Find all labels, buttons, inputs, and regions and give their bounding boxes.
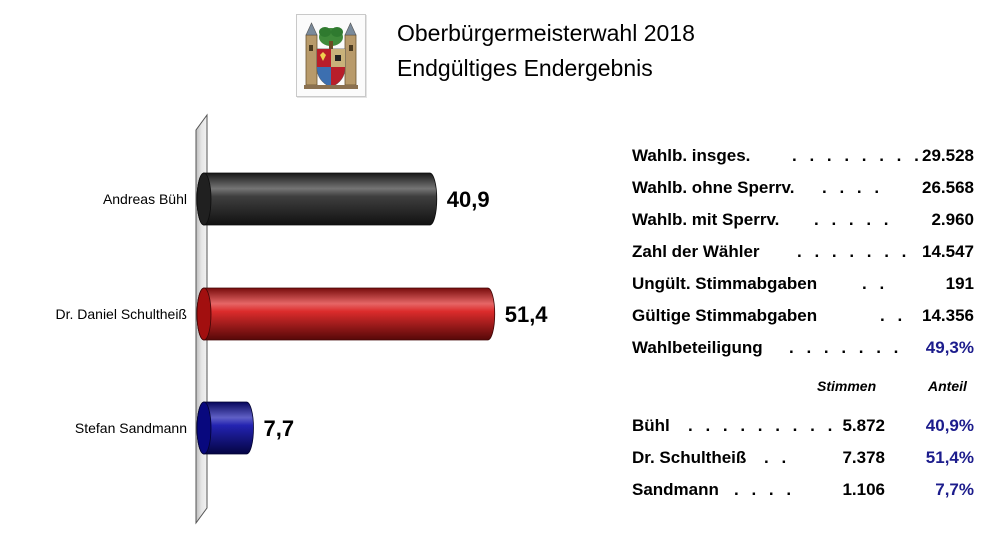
result-dots: . . . . bbox=[734, 480, 796, 499]
candidate-name: Dr. Schultheiß bbox=[632, 448, 747, 467]
statistics-table: Wahlb. insges.. . . . . . . . 29.528 Wahlb… bbox=[632, 145, 977, 369]
stat-dots: . . . . . bbox=[814, 210, 893, 229]
bar-3 bbox=[196, 401, 254, 455]
stat-value: 14.547 bbox=[922, 242, 974, 261]
stat-label: Ungült. Stimmabgaben bbox=[632, 274, 818, 293]
category-label: Stefan Sandmann bbox=[75, 420, 187, 436]
candidate-share: 40,9% bbox=[925, 416, 974, 435]
bar-end-cap bbox=[196, 172, 212, 226]
stat-dots: . . . . . . . . bbox=[792, 146, 923, 165]
result-row: Dr. Schultheiß . . 7.378 51,4% bbox=[632, 447, 977, 479]
stat-row: Ungült. Stimmabgaben . . 191 bbox=[632, 273, 977, 305]
candidate-name: Bühl bbox=[632, 416, 670, 435]
stat-label: Zahl der Wähler bbox=[632, 242, 760, 261]
coat-of-arms-icon bbox=[304, 22, 358, 89]
result-dots: . . bbox=[764, 448, 791, 467]
stat-value: 14.356 bbox=[922, 306, 974, 325]
stat-row: Gültige Stimmabgaben . . 14.356 bbox=[632, 305, 977, 337]
stat-value: 26.568 bbox=[922, 178, 974, 197]
stat-dots: . . bbox=[880, 306, 907, 325]
coat-of-arms-logo bbox=[296, 14, 366, 97]
value-label: 40,9 bbox=[447, 187, 490, 212]
chart-subtitle: Endgültiges Endergebnis bbox=[397, 55, 653, 81]
bar-2 bbox=[196, 287, 496, 341]
stat-row: Wahlb. mit Sperrv. . . . . . 2.960 bbox=[632, 209, 977, 241]
results-table: Bühl . . . . . . . . . 5.872 40,9% Dr. Schul… bbox=[632, 415, 977, 511]
bar-chart: Andreas Bühl 40,9 Dr. Daniel Schultheiß 51,… bbox=[55, 113, 549, 525]
result-row: Bühl . . . . . . . . . 5.872 40,9% bbox=[632, 415, 977, 447]
value-label: 51,4 bbox=[505, 302, 549, 327]
bar-1 bbox=[196, 172, 438, 226]
bar-end-cap bbox=[196, 287, 212, 341]
bar-body bbox=[196, 172, 438, 226]
stat-label: Wahlb. ohne Sperrv. bbox=[632, 178, 795, 197]
column-header-votes: Stimmen bbox=[817, 378, 877, 394]
candidate-share: 7,7% bbox=[935, 480, 974, 499]
stat-label: Wahlb. mit Sperrv. bbox=[632, 210, 780, 229]
stat-dots: . . . . . . . bbox=[797, 242, 911, 261]
stat-dots: . . . . bbox=[822, 178, 884, 197]
result-row: Sandmann . . . . 1.106 7,7% bbox=[632, 479, 977, 511]
chart-title: Oberbürgermeisterwahl 2018 bbox=[397, 20, 695, 46]
stat-value: 2.960 bbox=[931, 210, 974, 229]
candidate-votes: 5.872 bbox=[842, 416, 885, 435]
candidate-share: 51,4% bbox=[925, 448, 974, 467]
stat-label: Gültige Stimmabgaben bbox=[632, 306, 818, 325]
stat-value: 49,3% bbox=[925, 338, 974, 357]
category-label: Andreas Bühl bbox=[103, 191, 187, 207]
candidate-votes: 1.106 bbox=[842, 480, 885, 499]
stat-row: Wahlb. ohne Sperrv. . . . . 26.568 bbox=[632, 177, 977, 209]
candidate-votes: 7.378 bbox=[842, 448, 885, 467]
bar-body bbox=[196, 287, 496, 341]
column-header-share: Anteil bbox=[928, 378, 967, 394]
stat-dots: . . bbox=[862, 274, 889, 293]
stat-row: Zahl der Wähler . . . . . . . 14.547 bbox=[632, 241, 977, 273]
value-label: 7,7 bbox=[264, 416, 295, 441]
bar-end-cap bbox=[196, 401, 212, 455]
stat-value: 29.528 bbox=[922, 146, 974, 165]
result-dots: . . . . . . . . . bbox=[688, 416, 837, 435]
stat-label: Wahlb. insges. bbox=[632, 146, 751, 165]
stat-dots: . . . . . . . bbox=[789, 338, 903, 357]
stat-label: Wahlbeteiligung bbox=[632, 338, 763, 357]
stat-row: Wahlbeteiligung . . . . . . . 49,3% bbox=[632, 337, 977, 369]
candidate-name: Sandmann bbox=[632, 480, 719, 499]
stat-row: Wahlb. insges. . . . . . . . . 29.528 bbox=[632, 145, 977, 177]
stat-value: 191 bbox=[945, 274, 974, 293]
category-label: Dr. Daniel Schultheiß bbox=[55, 306, 187, 322]
